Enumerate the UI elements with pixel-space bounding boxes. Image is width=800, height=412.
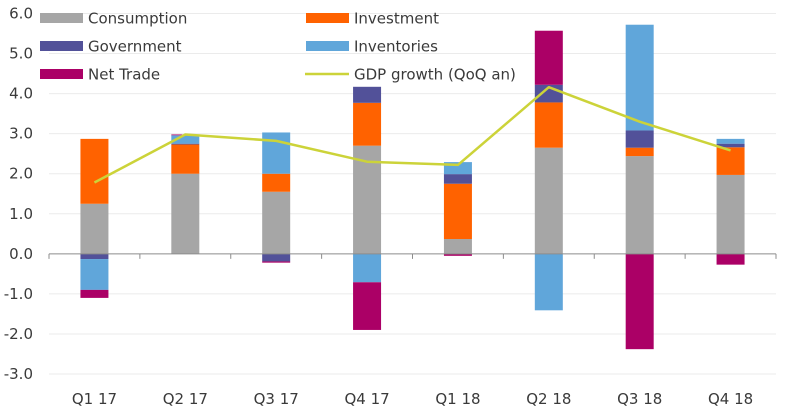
- y-axis: 6.0 5.0 4.0 3.0 2.0 1.0 0.0 -1.0 -2.0 -3.0: [4, 5, 33, 384]
- bar-stack: [171, 134, 200, 254]
- y-tick-label: 5.0: [9, 45, 33, 63]
- bar-segment-investment: [443, 183, 472, 240]
- bar-segment-net-trade: [716, 253, 745, 265]
- x-axis: [48, 253, 777, 259]
- bar-segment-investment: [171, 144, 200, 174]
- bar-stack: [716, 138, 745, 265]
- bar-segment-inventories: [171, 135, 200, 144]
- bar-segment-inventories: [534, 253, 563, 311]
- y-tick-label: 4.0: [9, 85, 33, 103]
- legend-label: GDP growth (QoQ an): [354, 66, 516, 84]
- bar-segment-net-trade: [443, 253, 472, 256]
- stacked-bars: [80, 24, 745, 350]
- bar-segment-consumption: [716, 174, 745, 254]
- legend-swatch: [40, 13, 83, 23]
- bar-segment-government: [716, 143, 745, 148]
- bar-segment-net-trade: [625, 253, 654, 350]
- y-tick-label: 2.0: [9, 165, 33, 183]
- x-tick-label: Q3 18: [617, 390, 662, 408]
- legend-item: Investment: [306, 10, 439, 28]
- legend-item: Inventories: [306, 38, 438, 56]
- bar-stack: [534, 30, 563, 311]
- bar-segment-net-trade: [80, 289, 109, 298]
- bar-segment-government: [171, 143, 200, 145]
- legend: Consumption Investment Government Inventori…: [40, 10, 516, 84]
- bar-segment-investment: [716, 147, 745, 175]
- bar-stack: [353, 86, 382, 330]
- legend-label: Net Trade: [88, 66, 160, 84]
- bar-segment-inventories: [80, 259, 109, 290]
- bar-segment-consumption: [443, 239, 472, 254]
- y-tick-label: -1.0: [4, 285, 33, 303]
- bar-segment-government: [80, 253, 109, 260]
- y-tick-label: 3.0: [9, 125, 33, 143]
- y-tick-label: 0.0: [9, 245, 33, 263]
- x-tick-label: Q2 17: [163, 390, 208, 408]
- bar-segment-consumption: [625, 156, 654, 254]
- legend-swatch: [306, 41, 349, 51]
- bar-segment-consumption: [534, 147, 563, 254]
- x-tick-label: Q2 18: [526, 390, 571, 408]
- gdp-growth-polyline: [93, 85, 731, 184]
- bar-stack: [625, 24, 654, 350]
- x-tick-label: Q4 18: [708, 390, 753, 408]
- bar-segment-government: [625, 130, 654, 148]
- x-tick-label: Q4 17: [344, 390, 389, 408]
- legend-swatch: [306, 13, 349, 23]
- legend-item: Government: [40, 38, 182, 56]
- y-tick-label: 6.0: [9, 5, 33, 23]
- legend-item: Consumption: [40, 10, 187, 28]
- y-tick-label: -2.0: [4, 325, 33, 343]
- bar-segment-consumption: [353, 145, 382, 254]
- bar-segment-inventories: [625, 24, 654, 131]
- bar-stack: [262, 132, 291, 263]
- legend-label: Investment: [354, 10, 439, 28]
- x-tick-label: Q3 17: [254, 390, 299, 408]
- legend-label: Consumption: [88, 10, 187, 28]
- x-tick-label: Q1 17: [72, 390, 117, 408]
- bar-segment-investment: [80, 138, 109, 204]
- bar-segment-consumption: [80, 203, 109, 254]
- legend-item: Net Trade: [40, 66, 160, 84]
- bar-segment-consumption: [262, 191, 291, 254]
- x-tick-label: Q1 18: [435, 390, 480, 408]
- bar-segment-net-trade: [262, 261, 291, 263]
- legend-label: Inventories: [354, 38, 438, 56]
- gdp-growth-line: [93, 85, 731, 184]
- bar-segment-inventories: [262, 132, 291, 174]
- legend-label: Government: [88, 38, 182, 56]
- bar-segment-investment: [353, 102, 382, 146]
- bar-segment-net-trade: [534, 30, 563, 85]
- bar-segment-investment: [534, 102, 563, 148]
- bar-segment-inventories: [353, 253, 382, 283]
- bar-segment-government: [262, 253, 291, 262]
- x-axis-labels: Q1 17 Q2 17 Q3 17 Q4 17 Q1 18 Q2 18 Q3 18 Q4 18: [72, 390, 753, 408]
- bar-stack: [443, 162, 472, 256]
- bar-segment-net-trade: [353, 282, 382, 330]
- y-tick-label: 1.0: [9, 205, 33, 223]
- bar-segment-inventories: [716, 138, 745, 144]
- y-tick-label: -3.0: [4, 365, 33, 383]
- legend-item: GDP growth (QoQ an): [305, 66, 516, 84]
- legend-swatch: [40, 69, 83, 79]
- bar-segment-government: [443, 174, 472, 184]
- legend-swatch: [40, 41, 83, 51]
- bar-segment-consumption: [171, 173, 200, 254]
- gridlines: [49, 13, 776, 375]
- bar-segment-investment: [262, 173, 291, 192]
- bar-segment-government: [353, 86, 382, 103]
- bar-segment-investment: [625, 147, 654, 157]
- bar-stack: [80, 138, 109, 298]
